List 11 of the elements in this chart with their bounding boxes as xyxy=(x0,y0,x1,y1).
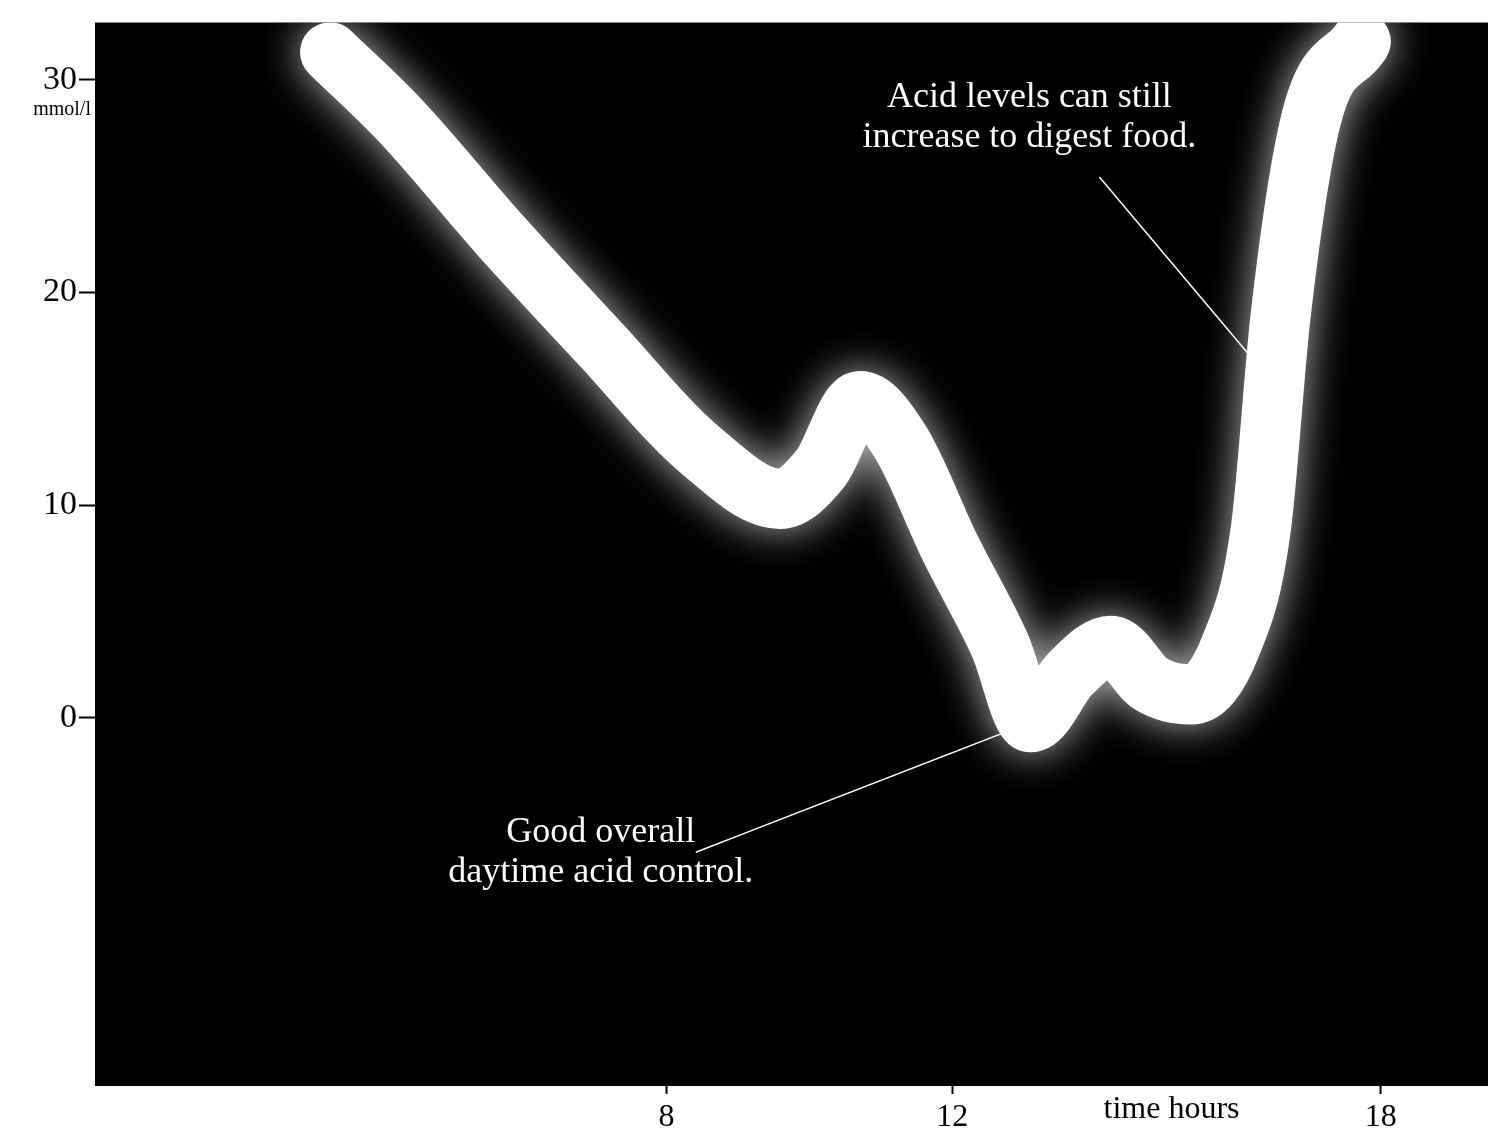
y-tick-label: 10 xyxy=(43,484,77,522)
y-tick-label: 30 xyxy=(43,58,77,96)
annotation: Acid levels can still increase to digest food. xyxy=(862,75,1197,156)
y-axis-title: mmol/l xyxy=(33,97,92,120)
y-tick-label: 20 xyxy=(43,271,77,309)
x-tick-label: 18 xyxy=(1364,1096,1397,1132)
annotation: Good overall daytime acid control. xyxy=(448,810,754,891)
x-axis-title: time hours xyxy=(1103,1089,1240,1126)
x-tick-label: 8 xyxy=(658,1096,675,1132)
y-tick-label: 0 xyxy=(60,696,77,734)
x-tick-label: 12 xyxy=(936,1096,969,1132)
